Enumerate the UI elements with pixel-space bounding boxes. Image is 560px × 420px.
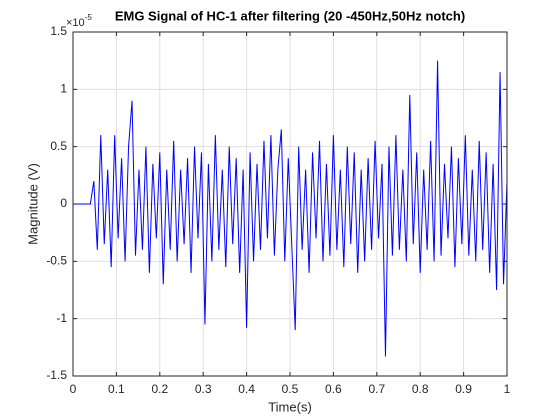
x-tick-label: 0.6: [325, 382, 342, 396]
x-axis-label: Time(s): [268, 399, 312, 414]
y-tick-label: -1.5: [46, 368, 67, 382]
x-tick-label: 1: [504, 382, 511, 396]
x-tick-label: 0: [70, 382, 77, 396]
y-exponent-base: ×10: [66, 17, 85, 29]
y-tick-label: -1: [56, 311, 67, 325]
x-tick-label: 0.7: [368, 382, 385, 396]
x-tick-label: 0.4: [238, 382, 255, 396]
x-tick-label: 0.8: [412, 382, 429, 396]
axes-box: [72, 31, 508, 377]
y-tick-label: 1: [60, 82, 67, 96]
y-tick-label: 1.5: [50, 24, 67, 38]
y-tick-label: -0.5: [46, 254, 67, 268]
x-tick-label: 0.3: [195, 382, 212, 396]
y-exponent-power: -5: [85, 13, 93, 22]
x-tick-label: 0.5: [282, 382, 299, 396]
x-tick-label: 0.1: [108, 382, 125, 396]
y-exponent: ×10-5: [66, 13, 92, 29]
signal-line: [73, 60, 508, 357]
chart-title: EMG Signal of HC-1 after filtering (20 -…: [115, 8, 465, 23]
y-tick-label: 0.5: [50, 139, 67, 153]
y-axis-label: Magnitude (V): [25, 163, 40, 245]
x-tick-label: 0.9: [455, 382, 472, 396]
y-tick-label: 0: [60, 196, 67, 210]
x-tick-label: 0.2: [151, 382, 168, 396]
